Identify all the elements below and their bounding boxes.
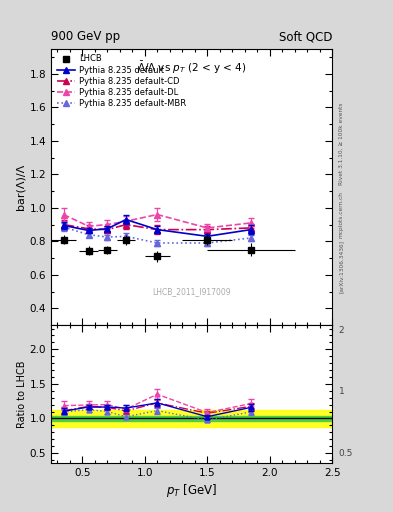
Text: 2: 2: [339, 326, 344, 335]
Text: LHCB_2011_I917009: LHCB_2011_I917009: [152, 287, 231, 296]
Text: $\bar{\Lambda}/\Lambda$ vs $p_T$ (2 < y < 4): $\bar{\Lambda}/\Lambda$ vs $p_T$ (2 < y …: [137, 60, 246, 76]
Legend: LHCB, Pythia 8.235 default, Pythia 8.235 default-CD, Pythia 8.235 default-DL, Py: LHCB, Pythia 8.235 default, Pythia 8.235…: [55, 53, 188, 110]
Text: 0.5: 0.5: [339, 449, 353, 458]
Y-axis label: bar(Λ)/Λ: bar(Λ)/Λ: [15, 164, 26, 210]
X-axis label: $p_T$ [GeV]: $p_T$ [GeV]: [166, 482, 217, 499]
Text: [arXiv:1306.3436]: [arXiv:1306.3436]: [339, 240, 344, 293]
Text: 900 GeV pp: 900 GeV pp: [51, 30, 120, 43]
Text: 1: 1: [339, 387, 345, 396]
Text: Soft QCD: Soft QCD: [279, 30, 332, 43]
Text: mcplots.cern.ch: mcplots.cern.ch: [339, 191, 344, 239]
Text: Rivet 3.1.10, ≥ 100k events: Rivet 3.1.10, ≥ 100k events: [339, 102, 344, 185]
Bar: [51, 410, 332, 426]
Bar: [51, 416, 332, 420]
Y-axis label: Ratio to LHCB: Ratio to LHCB: [17, 360, 27, 428]
